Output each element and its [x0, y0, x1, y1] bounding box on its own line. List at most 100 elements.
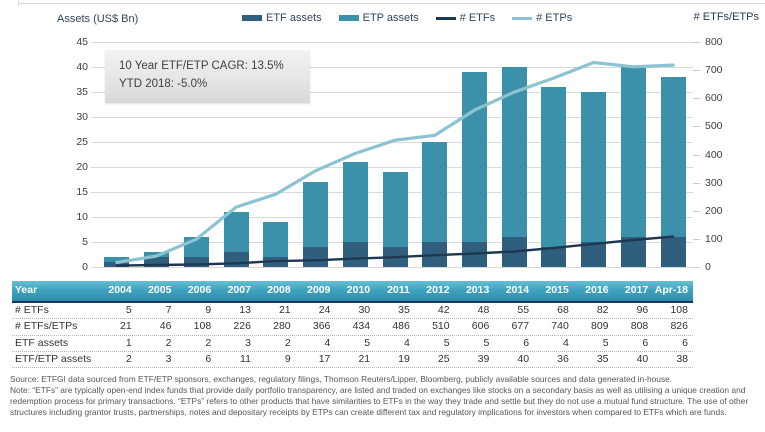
table-cell: 5	[443, 336, 450, 349]
table-header-cell: 2007	[227, 284, 251, 296]
bar-segment-etp-assets	[462, 72, 487, 242]
chart-legend: ETF assets ETP assets # ETFs # ETPs	[242, 12, 572, 24]
table-cell: 9	[284, 352, 291, 365]
table-header-cell: 2017	[624, 284, 649, 296]
table-cell: 5	[125, 304, 132, 316]
right-axis-tick-label: 800	[705, 36, 723, 48]
table-cell: 366	[312, 320, 331, 333]
table-cell: 6	[205, 352, 212, 365]
table-cell: 808	[630, 320, 649, 333]
right-axis-tick-label: 100	[705, 232, 723, 245]
table-cell: 108	[193, 320, 212, 333]
table-cell: 11	[240, 352, 251, 365]
legend-label: ETF assets	[266, 12, 322, 24]
bar-segment-etf-assets	[541, 247, 567, 267]
table-cell: 36	[557, 352, 569, 365]
cagr-annotation-box: 10 Year ETF/ETP CAGR: 13.5% YTD 2018: -5…	[105, 50, 310, 103]
table-cell: 21	[358, 352, 371, 365]
table-header-year-label: Year	[15, 284, 38, 296]
right-axis-tick-label: 300	[705, 176, 723, 189]
bar-segment-etf-assets	[223, 252, 249, 267]
table-header-cell: 2008	[267, 284, 291, 296]
left-axis-title: Assets (US$ Bn)	[57, 13, 139, 25]
table-cell: 2	[205, 336, 212, 349]
bar-segment-etp-assets	[660, 77, 686, 237]
legend-swatch-icon	[512, 16, 533, 20]
table-cell: 1	[125, 336, 132, 349]
legend-item-etf-assets: ETF assets	[242, 12, 322, 24]
left-axis-tick-label: 25	[76, 136, 88, 148]
bar-segment-etp-assets	[422, 142, 448, 242]
table-cell: 510	[432, 320, 450, 333]
right-axis-tick	[693, 154, 700, 156]
bar-segment-etf-assets	[581, 242, 607, 267]
table-cell: 38	[676, 352, 688, 365]
table-header-cell: 2004	[108, 284, 132, 296]
legend-swatch-icon	[242, 15, 262, 21]
source-text: Source: ETFGI data sourced from ETF/ETP …	[10, 374, 673, 384]
table-cell: 46	[159, 320, 172, 333]
legend-swatch-icon	[435, 16, 456, 20]
table-header-cell: 2005	[148, 284, 172, 296]
table-cell: 226	[233, 320, 251, 333]
table-cell: 48	[477, 304, 490, 316]
right-axis-tick	[693, 70, 700, 72]
bar-segment-etf-assets	[342, 242, 368, 267]
left-axis-tick-label: 45	[76, 36, 88, 48]
bar-segment-etp-assets	[620, 67, 646, 237]
right-axis-tick	[693, 210, 700, 212]
top-divider-stub	[18, 0, 19, 6]
table-header-cell: 2010	[346, 284, 371, 296]
table-header-cell: 2006	[187, 284, 212, 296]
bar-segment-etp-assets	[501, 67, 527, 237]
legend-label: # ETFs	[459, 12, 496, 24]
right-axis-tick	[693, 98, 700, 100]
table-cell: 606	[471, 320, 490, 333]
bar-segment-etf-assets	[660, 237, 686, 267]
gridline	[91, 42, 693, 43]
table-cell: 2	[165, 336, 172, 349]
table-cell: 5	[602, 336, 609, 349]
table-cell: 82	[596, 304, 609, 316]
table-header-row: Year 2004 2005 2006 2007 2008 2009 2010 2011 2012…	[12, 281, 693, 303]
legend-label: ETP assets	[362, 12, 419, 24]
table-cell: 68	[557, 304, 569, 316]
left-axis-tick-label: 40	[76, 61, 88, 73]
bar-segment-etp-assets	[303, 182, 328, 247]
left-axis-tick-label: 20	[76, 161, 88, 173]
right-axis-tick	[693, 238, 700, 240]
table-cell: 6	[682, 336, 688, 349]
table-cell: 39	[477, 352, 490, 365]
table-row-label: ETF/ETP assets	[15, 352, 92, 365]
right-axis-tick-label: 400	[705, 148, 723, 161]
table-cell: 6	[642, 336, 649, 349]
table-cell: 40	[636, 352, 649, 365]
right-axis-tick	[693, 42, 700, 43]
bar-segment-etp-assets	[541, 87, 567, 247]
table-header-cell: 2011	[387, 284, 410, 296]
bar-segment-etf-assets	[303, 247, 328, 267]
legend-item--etfs: # ETFs	[435, 12, 496, 24]
table-row: ETF assets 1 2 2 3 2 4 5 4 5 5 6 4 5 6 6	[12, 336, 693, 352]
left-axis-tick-label: 5	[82, 236, 88, 248]
right-axis-tick-label: 700	[705, 64, 723, 77]
table-cell: 30	[358, 304, 371, 316]
table-cell: 2	[125, 352, 132, 365]
table-row-label: # ETFs/ETPs	[15, 320, 78, 333]
table-cell: 21	[278, 304, 291, 316]
bar-segment-etp-assets	[342, 162, 368, 242]
chart-plot: 45 40 35 30 25 20 15 10 5 0 800 700 600 500 400 300 200 1…	[76, 36, 723, 273]
left-axis-tick-label: 15	[76, 186, 88, 198]
right-axis-tick-label: 500	[705, 120, 723, 133]
table-cell: 486	[392, 320, 410, 333]
bar-segment-etf-assets	[501, 237, 527, 267]
table-header-cell: 2009	[307, 284, 331, 296]
table-cell: 96	[636, 304, 649, 316]
table-cell: 25	[437, 352, 450, 365]
bar-segment-etf-assets	[263, 257, 289, 267]
legend-item--etps: # ETPs	[512, 12, 572, 24]
table-cell: 740	[551, 320, 569, 333]
table-cell: 35	[398, 304, 410, 316]
source-note: Source: ETFGI data sourced from ETF/ETP …	[10, 374, 760, 418]
bar-segment-etp-assets	[581, 92, 607, 242]
